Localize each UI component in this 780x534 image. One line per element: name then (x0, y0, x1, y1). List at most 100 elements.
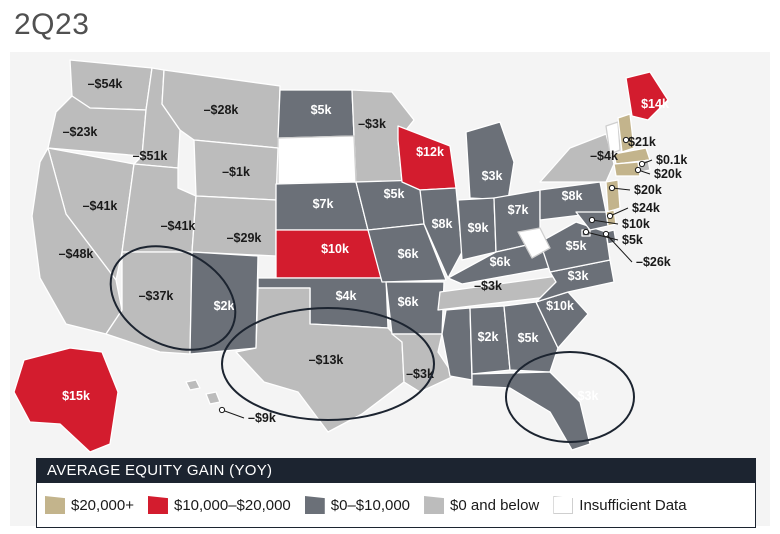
state-value-label: $5k (566, 239, 587, 253)
state-value-label: $7k (313, 197, 334, 211)
state-value-label: $21k (628, 135, 656, 149)
state-fl (471, 371, 591, 451)
state-ak (13, 347, 119, 453)
state-tx (235, 287, 405, 433)
state-value-label: $0.1k (656, 153, 687, 167)
state-value-label: $10k (546, 299, 574, 313)
state-vt (605, 121, 621, 155)
callout-dot (606, 212, 614, 220)
state-value-label: –$3k (406, 367, 434, 381)
state-il (419, 187, 463, 279)
state-value-label: $9k (468, 221, 489, 235)
map-legend: AVERAGE EQUITY GAIN (YOY) $20,000+ $10,0… (36, 458, 756, 528)
state-mo (367, 223, 447, 283)
state-value-label: $10k (622, 217, 650, 231)
state-co (191, 195, 277, 257)
legend-label: $0–$10,000 (330, 496, 411, 514)
state-value-label: –$4k (590, 149, 618, 163)
state-value-label: –$13k (309, 353, 344, 367)
state-hi (185, 379, 221, 405)
state-value-label: $2k (478, 330, 499, 344)
legend-swatch-dark-gray (304, 496, 325, 514)
state-ms (441, 307, 473, 381)
state-value-label: $4k (336, 289, 357, 303)
state-ut (121, 163, 197, 253)
callout-leader (221, 409, 245, 419)
legend-label: $20,000+ (71, 496, 134, 514)
state-value-label: –$1k (222, 165, 250, 179)
state-value-label: –$26k (636, 255, 671, 269)
state-value-label: –$37k (139, 289, 174, 303)
callout-leader (591, 219, 619, 225)
map-panel: –$54k –$23k –$51k –$28k $5k –$3k –$1k –$41k –$41… (10, 52, 770, 526)
legend-swatch-light-gray (424, 496, 445, 514)
state-mi (465, 121, 515, 201)
state-value-label: $6k (398, 247, 419, 261)
state-value-label: –$41k (83, 199, 118, 213)
state-value-label: $12k (416, 145, 444, 159)
legend-label: $0 and below (450, 496, 540, 514)
state-wv (517, 227, 551, 259)
state-value-label: –$54k (88, 77, 123, 91)
callout-dot (608, 184, 616, 192)
state-ma (613, 147, 651, 165)
state-value-label: $3k (578, 389, 599, 403)
legend-items: $20,000+ $10,000–$20,000 $0–$10,000 $0 a… (37, 483, 755, 527)
legend-item-0-10k: $0–$10,000 (304, 496, 411, 514)
callout-dot (218, 406, 226, 414)
legend-swatch-red (147, 496, 168, 514)
state-value-label: $6k (490, 255, 511, 269)
state-value-label: $5k (384, 187, 405, 201)
legend-heading: AVERAGE EQUITY GAIN (YOY) (37, 459, 755, 483)
state-value-label: –$28k (204, 103, 239, 117)
state-value-label: –$48k (59, 247, 94, 261)
callout-leader (605, 233, 633, 263)
state-nh (617, 113, 635, 153)
callout-dot (622, 136, 630, 144)
state-value-label: –$3k (474, 279, 502, 293)
state-value-label: $5k (311, 103, 332, 117)
state-ga (503, 301, 559, 373)
state-me (625, 71, 669, 121)
state-value-label: –$23k (63, 125, 98, 139)
state-value-label: $8k (562, 189, 583, 203)
state-ct (613, 161, 641, 177)
state-value-label: $10k (321, 242, 349, 256)
state-value-label: $20k (634, 183, 662, 197)
legend-label: $10,000–$20,000 (173, 496, 291, 514)
callout-dot (588, 216, 596, 224)
highlight-ellipse-arizona (109, 245, 237, 351)
callout-dot (582, 228, 590, 236)
state-nj (605, 179, 621, 213)
state-value-label: $6k (398, 295, 419, 309)
page-title: 2Q23 (14, 8, 90, 41)
legend-item-below-zero: $0 and below (424, 496, 539, 514)
state-la (391, 333, 455, 393)
highlight-ellipse-florida (505, 351, 635, 443)
state-value-label: $20k (654, 167, 682, 181)
highlight-ellipse-texas (221, 307, 435, 421)
state-value-label: $14k (641, 97, 669, 111)
state-value-label: $8k (432, 217, 453, 231)
state-value-label: $5k (518, 331, 539, 345)
state-va (539, 221, 611, 273)
state-sd (277, 135, 357, 185)
callout-dot (602, 230, 610, 238)
state-value-label: $2k (214, 299, 235, 313)
callout-leader (585, 231, 619, 241)
us-equity-map: –$54k –$23k –$51k –$28k $5k –$3k –$1k –$41k –$41… (13, 59, 687, 453)
state-value-label: $5k (622, 233, 643, 247)
legend-item-20k-plus: $20,000+ (45, 496, 134, 514)
state-value-label: $15k (62, 389, 90, 403)
state-value-label: $7k (508, 203, 529, 217)
state-value-label: $3k (482, 169, 503, 183)
state-ca (31, 147, 123, 335)
legend-swatch-tan (45, 496, 65, 514)
state-value-label: $3k (568, 269, 589, 283)
state-value-label: $24k (632, 201, 660, 215)
state-value-label: –$3k (358, 117, 386, 131)
callout-dot (634, 166, 642, 174)
callout-dot (638, 160, 646, 168)
state-value-label: –$51k (133, 149, 168, 163)
state-value-label: –$41k (161, 219, 196, 233)
